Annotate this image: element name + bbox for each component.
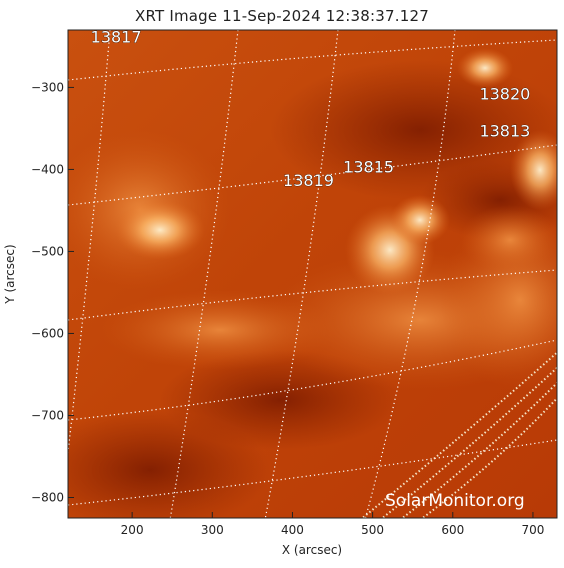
watermark-text: SolarMonitor.org (385, 491, 525, 511)
active-region-label: 13820 (479, 85, 530, 104)
solar-image (68, 30, 557, 518)
active-region-label: 13815 (343, 158, 394, 177)
active-region-label: 13819 (283, 171, 334, 190)
y-axis-title: Y (arcsec) (3, 244, 17, 304)
x-tick-label: 300 (201, 523, 224, 537)
x-tick-label: 200 (121, 523, 144, 537)
y-tick-label: −800 (31, 490, 64, 504)
y-tick-label: −300 (31, 80, 64, 94)
x-tick-label: 600 (441, 523, 464, 537)
y-axis: −300 −400 −500 −600 −700 −800 (31, 80, 74, 504)
x-axis-title: X (arcsec) (282, 543, 342, 557)
y-tick-label: −500 (31, 244, 64, 258)
x-axis: 200 300 400 500 600 700 (121, 512, 544, 537)
y-tick-label: −400 (31, 162, 64, 176)
y-tick-label: −600 (31, 326, 64, 340)
active-region-label: 13817 (91, 27, 142, 46)
active-region-label: 13813 (479, 122, 530, 141)
x-tick-label: 700 (521, 523, 544, 537)
x-tick-label: 400 (281, 523, 304, 537)
active-region-labels: 13817 13820 13813 13815 13819 (90, 27, 530, 190)
plot-frame (67, 29, 558, 519)
x-tick-label: 500 (361, 523, 384, 537)
y-tick-label: −700 (31, 408, 64, 422)
chart-title: XRT Image 11-Sep-2024 12:38:37.127 (135, 7, 429, 25)
lat-grid (68, 39, 557, 506)
